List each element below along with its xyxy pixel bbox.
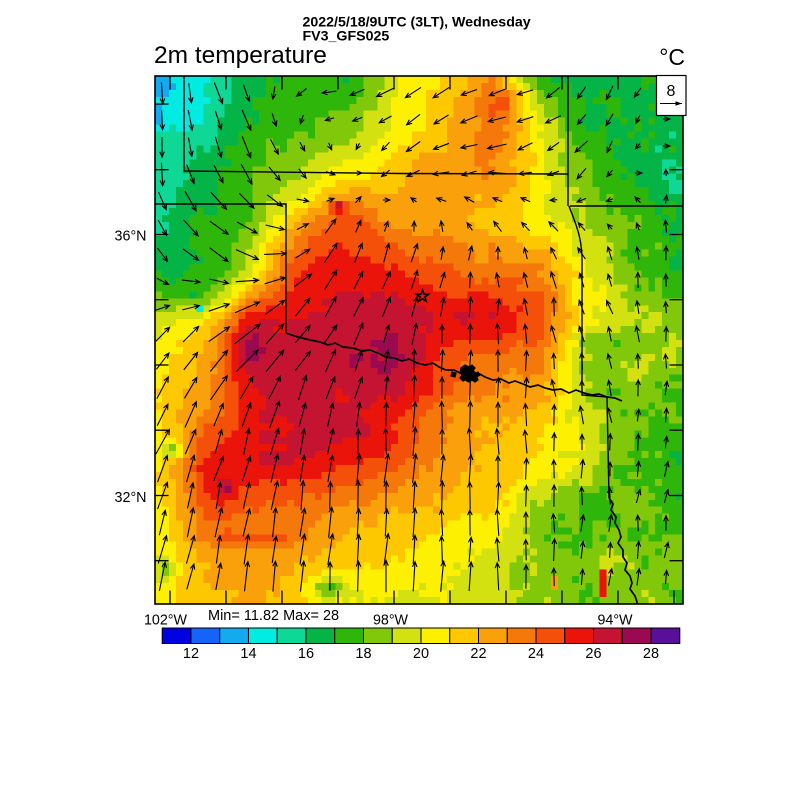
- svg-text:8: 8: [667, 83, 676, 100]
- svg-text:94°W: 94°W: [597, 613, 633, 629]
- svg-text:32°N: 32°N: [115, 490, 147, 506]
- svg-text:2m temperature: 2m temperature: [154, 42, 327, 69]
- svg-text:2022/5/18/9UTC (3LT), Wednesda: 2022/5/18/9UTC (3LT), Wednesday: [303, 15, 531, 31]
- svg-text:14: 14: [240, 646, 256, 662]
- svg-text:26: 26: [585, 646, 601, 662]
- svg-text:12: 12: [183, 646, 199, 662]
- svg-text:°C: °C: [659, 44, 685, 70]
- svg-text:98°W: 98°W: [373, 613, 409, 629]
- svg-text:28: 28: [643, 646, 659, 662]
- svg-text:Min= 11.82 Max= 28: Min= 11.82 Max= 28: [208, 608, 339, 624]
- svg-text:16: 16: [298, 646, 314, 662]
- svg-text:102°W: 102°W: [144, 613, 188, 629]
- svg-text:36°N: 36°N: [115, 229, 147, 245]
- svg-text:22: 22: [470, 646, 486, 662]
- svg-text:18: 18: [355, 646, 371, 662]
- svg-text:24: 24: [528, 646, 544, 662]
- svg-text:20: 20: [413, 646, 429, 662]
- svg-text:FV3_GFS025: FV3_GFS025: [303, 29, 390, 45]
